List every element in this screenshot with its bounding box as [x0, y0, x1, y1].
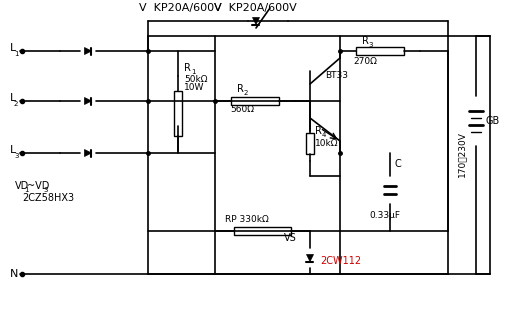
Bar	[356, 47, 404, 55]
Text: 170～230V: 170～230V	[458, 131, 467, 177]
Text: GB: GB	[486, 116, 500, 126]
Bar	[306, 133, 314, 154]
Text: 2CZ58HX3: 2CZ58HX3	[22, 193, 74, 203]
Bar	[234, 227, 291, 235]
Text: ~VD: ~VD	[27, 181, 49, 191]
Polygon shape	[84, 47, 92, 54]
Polygon shape	[306, 254, 314, 262]
Text: 4: 4	[322, 132, 326, 138]
Text: R: R	[315, 126, 322, 136]
Text: L: L	[10, 93, 16, 103]
Text: 270Ω: 270Ω	[353, 57, 377, 65]
Bar	[174, 91, 182, 136]
Text: L: L	[10, 145, 16, 155]
Text: VS: VS	[284, 233, 296, 243]
Text: 2CW112: 2CW112	[320, 256, 361, 266]
Polygon shape	[84, 98, 92, 105]
Text: N: N	[10, 269, 18, 279]
Polygon shape	[252, 17, 260, 25]
Text: 1: 1	[24, 187, 29, 193]
Text: 50kΩ: 50kΩ	[184, 75, 208, 83]
Text: VD: VD	[15, 181, 29, 191]
Text: 2: 2	[14, 101, 18, 107]
Text: 2: 2	[244, 90, 248, 96]
Text: V  KP20A/600V: V KP20A/600V	[138, 3, 221, 13]
Text: R: R	[184, 63, 191, 73]
Text: 560Ω: 560Ω	[230, 105, 254, 113]
Text: C: C	[395, 159, 402, 169]
Text: 1: 1	[191, 69, 195, 75]
Polygon shape	[84, 149, 92, 156]
Text: L: L	[10, 43, 16, 53]
Text: 0.33μF: 0.33μF	[370, 211, 401, 221]
Text: R: R	[237, 84, 243, 94]
Text: BT33: BT33	[325, 71, 348, 81]
Text: 1: 1	[14, 51, 18, 57]
Text: R: R	[361, 36, 369, 46]
Text: 10W: 10W	[184, 83, 205, 93]
Text: 10kΩ: 10kΩ	[315, 139, 338, 149]
Bar	[231, 97, 279, 105]
Text: RP 330kΩ: RP 330kΩ	[225, 216, 269, 224]
Text: 3: 3	[14, 153, 18, 159]
Text: V  KP20A/600V: V KP20A/600V	[214, 3, 296, 13]
Text: 3: 3	[369, 42, 373, 48]
Text: 3: 3	[43, 187, 47, 193]
